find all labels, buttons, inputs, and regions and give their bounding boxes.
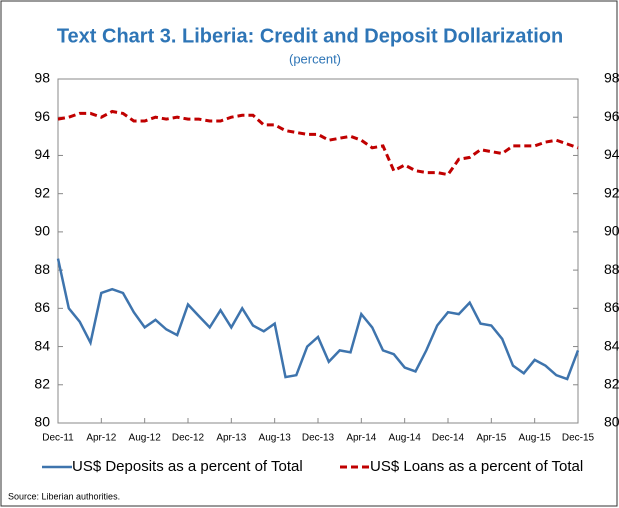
x-tick-label: Dec-11 — [42, 433, 74, 444]
y2-tick-label: 94 — [604, 146, 619, 162]
y-tick-label: 86 — [34, 299, 50, 315]
y-tick-label: 92 — [34, 184, 50, 200]
y-tick-label: 88 — [34, 261, 50, 277]
x-tick-label: Dec-12 — [172, 433, 205, 444]
x-tick-label: Dec-15 — [562, 433, 595, 444]
y2-tick-label: 96 — [604, 108, 619, 124]
legend-label: US$ Deposits as a percent of Total — [72, 458, 303, 475]
series-line — [57, 109, 579, 177]
y2-tick-label: 98 — [604, 70, 619, 86]
series-line — [56, 258, 580, 381]
x-tick-label: Apr-15 — [476, 433, 506, 444]
y2-tick-label: 82 — [604, 375, 619, 391]
y-tick-label: 98 — [34, 70, 50, 86]
y2-tick-label: 80 — [604, 414, 619, 430]
y2-tick-label: 90 — [604, 223, 619, 239]
y-tick-label: 82 — [34, 375, 50, 391]
y-tick-label: 96 — [34, 108, 50, 124]
x-tick-label: Apr-14 — [346, 433, 376, 444]
x-tick-label: Dec-14 — [432, 433, 465, 444]
x-tick-label: Apr-12 — [86, 433, 116, 444]
source-note: Source: Liberian authorities. — [8, 491, 120, 501]
y-tick-label: 80 — [34, 414, 50, 430]
chart-title: Text Chart 3. Liberia: Credit and Deposi… — [57, 25, 563, 47]
y2-tick-label: 84 — [604, 337, 619, 353]
y2-tick-label: 86 — [604, 299, 619, 315]
x-tick-label: Aug-12 — [129, 433, 162, 444]
y2-tick-label: 88 — [604, 261, 619, 277]
x-tick-label: Aug-15 — [519, 433, 552, 444]
chart-subtitle: (percent) — [289, 51, 341, 66]
legend-label: US$ Loans as a percent of Total — [370, 458, 583, 475]
x-tick-label: Apr-13 — [216, 433, 246, 444]
y-tick-label: 94 — [34, 146, 50, 162]
x-tick-label: Aug-13 — [259, 433, 292, 444]
y-tick-label: 84 — [34, 337, 50, 353]
y-tick-label: 90 — [34, 223, 50, 239]
x-tick-label: Dec-13 — [302, 433, 335, 444]
x-tick-label: Aug-14 — [389, 433, 422, 444]
y2-tick-label: 92 — [604, 184, 619, 200]
